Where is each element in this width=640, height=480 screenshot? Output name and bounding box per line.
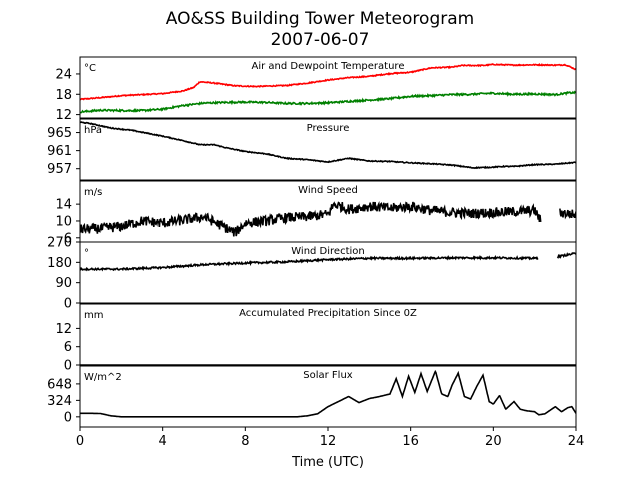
- panel-title: Solar Flux: [303, 370, 353, 381]
- y-tick-label: 14: [55, 198, 72, 213]
- y-tick-label: 180: [47, 256, 72, 271]
- y-tick-label: 961: [47, 144, 72, 159]
- chart-title: AO&SS Building Tower Meteorogram: [166, 9, 474, 29]
- y-tick-label: 0: [64, 410, 72, 425]
- panel-unit-label: mm: [84, 310, 103, 321]
- series-line-1-0: [80, 121, 576, 170]
- x-tick-label: 12: [320, 434, 337, 449]
- panel-title: Pressure: [307, 123, 350, 134]
- panel-title: Wind Speed: [298, 185, 358, 196]
- panel-title: Air and Dewpoint Temperature: [252, 61, 405, 72]
- panel-frame: [79, 56, 577, 119]
- panel-0: 12 18 24 °C Air and Dewpoint Temperature: [55, 56, 577, 123]
- series-line-0-1: [80, 90, 576, 114]
- x-tick-label: 16: [402, 434, 419, 449]
- x-tick-label: 0: [76, 434, 84, 449]
- panel-unit-label: °: [84, 248, 89, 259]
- panel-1: 957 961 965 hPa Pressure: [47, 118, 577, 181]
- panel-frame: [79, 118, 577, 181]
- x-tick-label: 8: [241, 434, 249, 449]
- panel-3: 0 90 180 270 ° Wind Direction: [47, 236, 577, 312]
- y-tick-label: 0: [64, 297, 72, 312]
- panel-unit-label: hPa: [84, 125, 102, 136]
- y-tick-label: 270: [47, 236, 72, 251]
- y-tick-label: 324: [47, 394, 72, 409]
- panel-frame: [79, 303, 577, 366]
- y-tick-label: 10: [55, 214, 72, 229]
- y-tick-label: 6: [64, 340, 72, 355]
- y-tick-label: 12: [55, 108, 72, 123]
- x-tick-label: 20: [485, 434, 502, 449]
- series-line-5-0: [80, 369, 576, 418]
- y-tick-label: 6: [64, 231, 72, 246]
- x-axis: 0 4 8 12 16 20 24: [76, 427, 584, 449]
- y-tick-label: 957: [47, 162, 72, 177]
- x-tick-label: 4: [159, 434, 167, 449]
- panel-title: Accumulated Precipitation Since 0Z: [239, 308, 417, 319]
- x-axis-label: Time (UTC): [291, 455, 364, 470]
- series-line-0-0: [80, 62, 576, 101]
- panel-frame: [79, 241, 577, 304]
- y-tick-label: 648: [47, 377, 72, 392]
- series-line-3-0: [80, 251, 576, 272]
- panel-4: 0 6 12 mm Accumulated Precipitation Since 0Z: [55, 303, 577, 374]
- panel-title: Wind Direction: [291, 246, 365, 257]
- y-tick-label: 965: [47, 126, 72, 141]
- y-tick-label: 18: [55, 88, 72, 103]
- y-tick-label: 0: [64, 359, 72, 374]
- y-tick-label: 12: [55, 322, 72, 337]
- series-line-2-0: [80, 200, 576, 237]
- panel-unit-label: °C: [84, 63, 96, 74]
- y-tick-label: 90: [55, 276, 72, 291]
- y-tick-label: 24: [55, 67, 72, 82]
- chart-subtitle: 2007-06-07: [271, 30, 370, 50]
- panel-unit-label: W/m^2: [84, 372, 122, 383]
- x-tick-label: 24: [568, 434, 585, 449]
- panel-unit-label: m/s: [84, 187, 102, 198]
